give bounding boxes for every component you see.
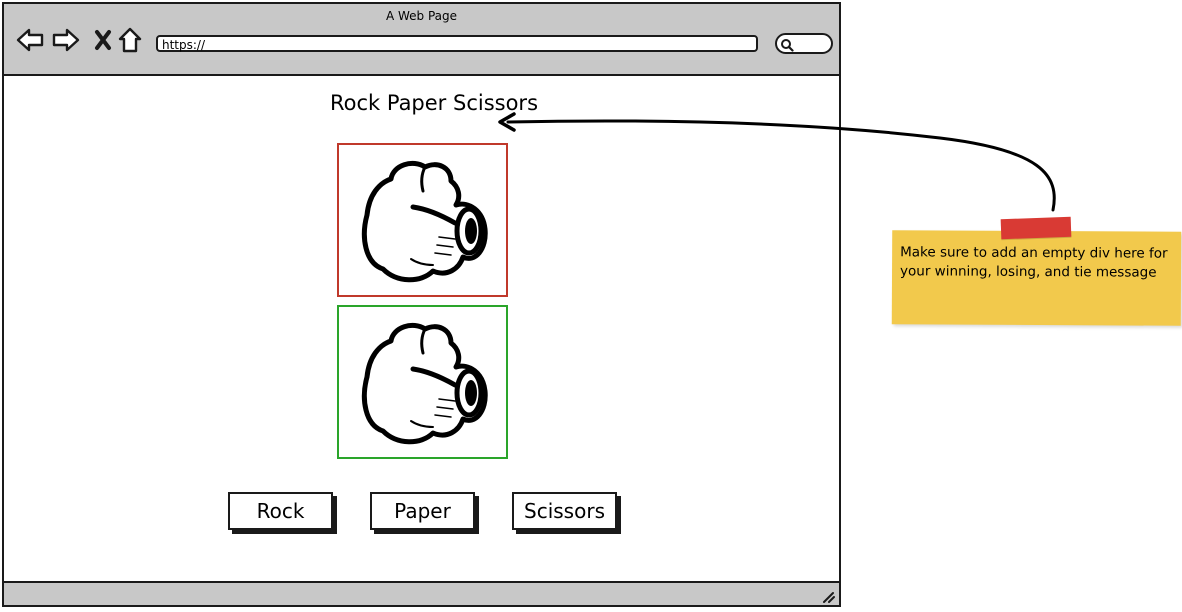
title-bar: A Web Page https:// [4, 4, 839, 76]
fist-icon [361, 323, 488, 445]
tape-strip [1000, 216, 1072, 240]
close-x-icon[interactable] [90, 26, 118, 54]
address-bar[interactable]: https:// [156, 35, 758, 52]
address-bar-text: https:// [162, 38, 206, 52]
sticky-note-text: Make sure to add an empty div here for y… [899, 244, 1168, 281]
computer-choice-image [337, 143, 508, 297]
page-title: Rock Paper Scissors [329, 91, 539, 115]
search-icon [781, 39, 794, 52]
rock-button[interactable]: Rock [228, 492, 333, 530]
home-icon[interactable] [116, 26, 144, 54]
sticky-note: Make sure to add an empty div here for y… [891, 230, 1182, 326]
search-field[interactable] [775, 33, 833, 54]
fist-icon [361, 161, 488, 283]
browser-window: A Web Page https:// Rock Paper Scissors [2, 2, 841, 607]
back-arrow-icon[interactable] [16, 26, 44, 54]
status-bar [4, 581, 839, 605]
player-choice-image [337, 305, 508, 459]
resize-grip-icon[interactable] [821, 589, 835, 603]
scissors-button[interactable]: Scissors [512, 492, 617, 530]
forward-arrow-icon[interactable] [52, 26, 80, 54]
window-title: A Web Page [385, 9, 458, 23]
paper-button[interactable]: Paper [370, 492, 475, 530]
